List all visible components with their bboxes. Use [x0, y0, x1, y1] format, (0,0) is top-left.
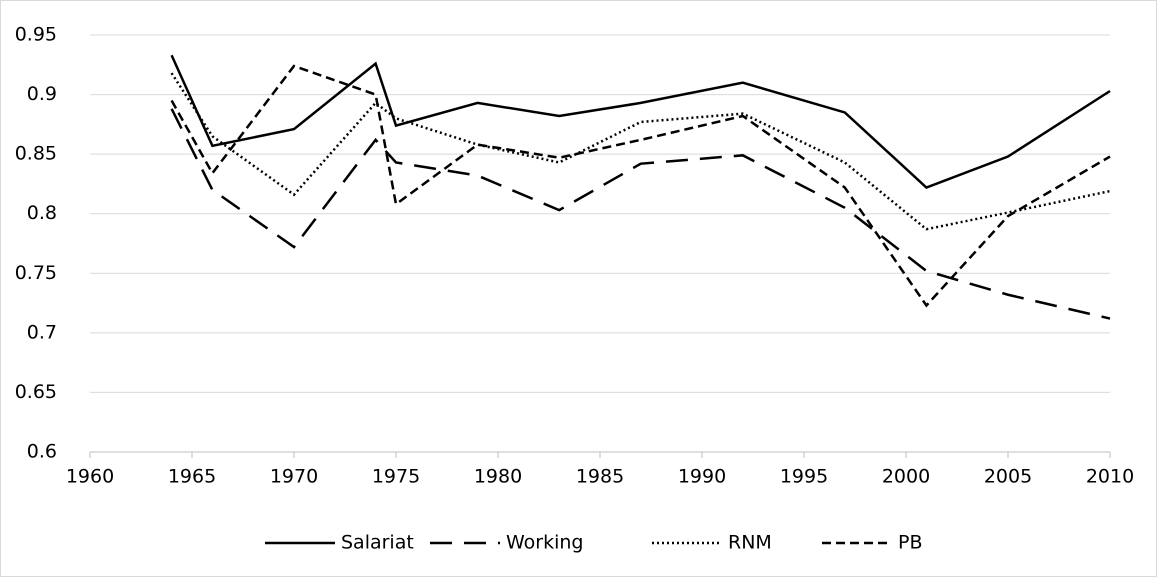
y-tick-label: 0.8 [27, 202, 57, 224]
y-tick-label: 0.85 [15, 143, 57, 165]
series-line [170, 108, 1111, 320]
legend-label: Salariat [341, 532, 414, 554]
y-tick-label: 0.9 [27, 83, 57, 105]
series-line [170, 72, 1111, 231]
y-tick-label: 0.6 [27, 441, 57, 463]
x-tick-label: 1960 [66, 466, 114, 488]
x-tick-label: 2005 [984, 466, 1032, 488]
x-tick-label: 1965 [168, 466, 216, 488]
legend-label: RNM [728, 532, 772, 554]
y-tick-label: 0.7 [27, 321, 57, 343]
x-tick-label: 1985 [576, 466, 624, 488]
x-tick-label: 1995 [780, 466, 828, 488]
x-tick-label: 1970 [270, 466, 318, 488]
legend-label: Working [506, 532, 584, 554]
legend-label: PB [898, 532, 923, 554]
y-tick-label: 0.65 [15, 381, 57, 403]
x-tick-label: 2010 [1086, 466, 1134, 488]
y-tick-label: 0.95 [15, 24, 57, 46]
x-tick-label: 1980 [474, 466, 522, 488]
x-tick-label: 1990 [678, 466, 726, 488]
x-tick-label: 2000 [882, 466, 930, 488]
series-line [170, 64, 1111, 308]
x-tick-label: 1975 [372, 466, 420, 488]
y-tick-label: 0.75 [15, 262, 57, 284]
series-line [170, 54, 1111, 189]
